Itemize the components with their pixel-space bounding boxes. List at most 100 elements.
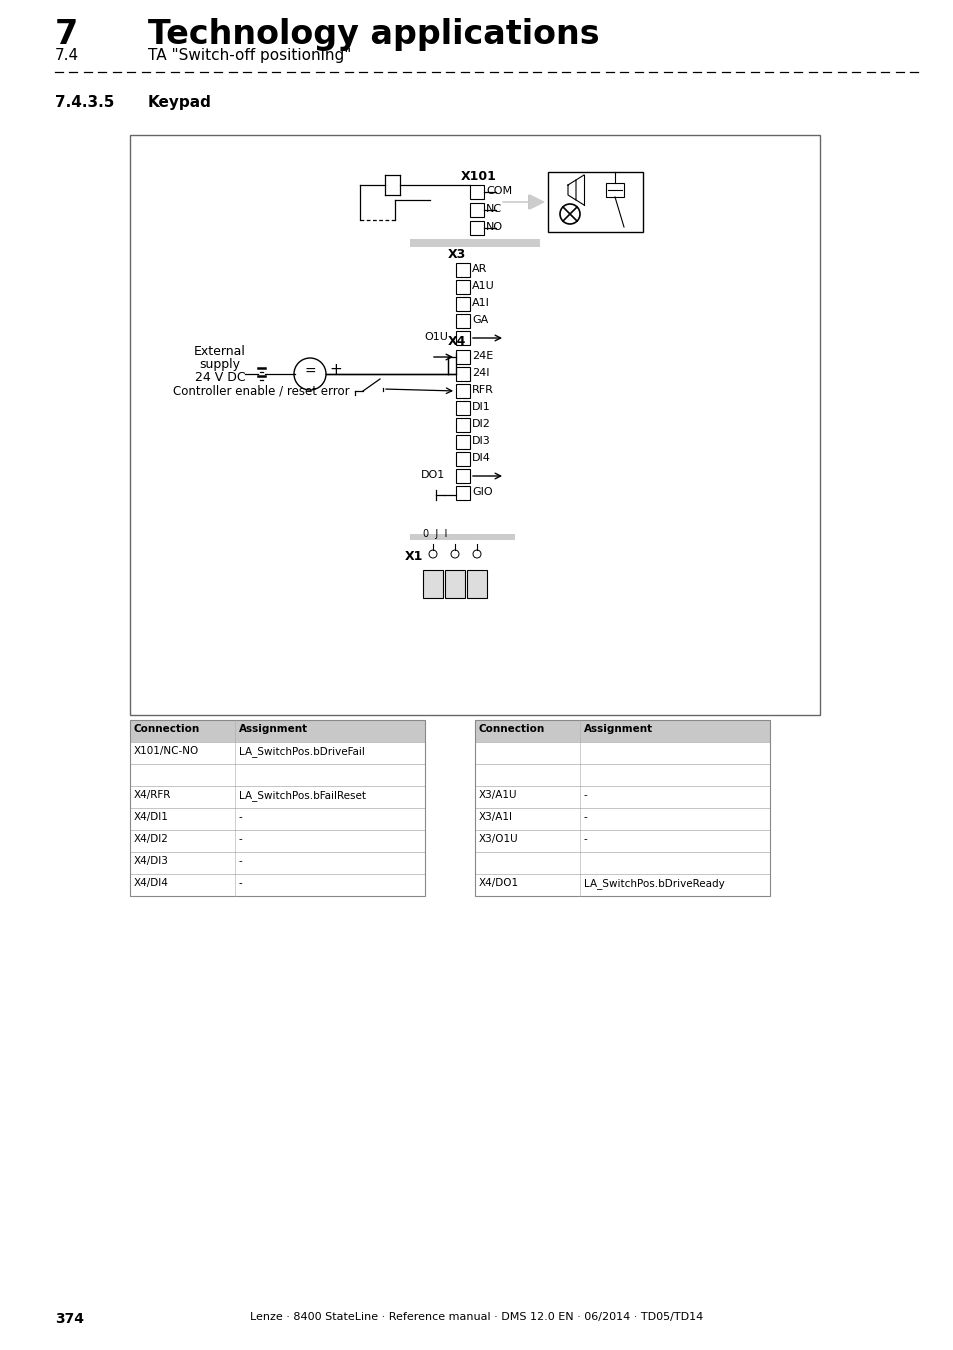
- Bar: [475, 720, 769, 743]
- Text: X4/DI3: X4/DI3: [133, 856, 169, 865]
- Text: -: -: [583, 790, 587, 801]
- Text: LA_SwitchPos.bDriveFail: LA_SwitchPos.bDriveFail: [239, 747, 364, 757]
- Bar: [456, 401, 470, 414]
- Text: NO: NO: [485, 221, 502, 232]
- Bar: [410, 535, 515, 540]
- Bar: [410, 239, 539, 247]
- Bar: [467, 570, 486, 598]
- Bar: [475, 852, 769, 873]
- Bar: [456, 367, 470, 381]
- Text: 7: 7: [55, 18, 78, 51]
- Bar: [605, 184, 623, 197]
- Bar: [456, 263, 470, 277]
- Text: GA: GA: [472, 315, 488, 325]
- Text: DI1: DI1: [472, 402, 490, 412]
- Bar: [130, 830, 424, 852]
- Text: GIO: GIO: [472, 487, 492, 497]
- Text: -: -: [239, 834, 242, 844]
- Text: RFR: RFR: [472, 385, 494, 396]
- Bar: [475, 809, 769, 830]
- Text: Assignment: Assignment: [239, 724, 308, 734]
- Bar: [475, 786, 769, 809]
- Text: Assignment: Assignment: [583, 724, 653, 734]
- Bar: [456, 331, 470, 346]
- Text: Connection: Connection: [478, 724, 545, 734]
- Text: X3/A1U: X3/A1U: [478, 790, 517, 801]
- Text: -: -: [583, 834, 587, 844]
- Bar: [130, 873, 424, 896]
- Text: +: +: [329, 362, 341, 377]
- Text: DI2: DI2: [472, 418, 491, 429]
- Bar: [130, 852, 424, 873]
- Bar: [475, 830, 769, 852]
- Bar: [475, 743, 769, 764]
- Bar: [475, 720, 769, 896]
- Bar: [456, 383, 470, 398]
- Text: X1: X1: [405, 549, 423, 563]
- Text: DI4: DI4: [472, 454, 491, 463]
- Text: -: -: [239, 856, 242, 865]
- Bar: [422, 570, 442, 598]
- Text: O1U: O1U: [423, 332, 447, 342]
- Text: Lenze · 8400 StateLine · Reference manual · DMS 12.0 EN · 06/2014 · TD05/TD14: Lenze · 8400 StateLine · Reference manua…: [250, 1312, 703, 1322]
- Text: A1I: A1I: [472, 298, 489, 308]
- Text: A1U: A1U: [472, 281, 495, 292]
- Bar: [130, 764, 424, 786]
- Text: COM: COM: [485, 186, 512, 196]
- Text: External: External: [193, 346, 246, 358]
- Bar: [130, 720, 424, 896]
- Text: AR: AR: [472, 265, 487, 274]
- Bar: [456, 435, 470, 450]
- Text: LA_SwitchPos.bDriveReady: LA_SwitchPos.bDriveReady: [583, 878, 724, 888]
- Text: 24I: 24I: [472, 369, 489, 378]
- Text: Connection: Connection: [133, 724, 200, 734]
- Text: 0  J  I: 0 J I: [422, 529, 447, 539]
- Bar: [470, 185, 483, 198]
- FancyArrowPatch shape: [502, 194, 542, 209]
- Bar: [130, 135, 820, 716]
- Text: 24 V DC: 24 V DC: [194, 371, 245, 383]
- Text: Keypad: Keypad: [148, 95, 212, 109]
- Text: -: -: [239, 878, 242, 888]
- Text: -: -: [239, 811, 242, 822]
- Text: 7.4.3.5: 7.4.3.5: [55, 95, 114, 109]
- Text: Technology applications: Technology applications: [148, 18, 599, 51]
- Bar: [456, 452, 470, 466]
- Bar: [456, 486, 470, 500]
- Text: LA_SwitchPos.bFailReset: LA_SwitchPos.bFailReset: [239, 790, 366, 801]
- Bar: [456, 418, 470, 432]
- Text: 374: 374: [55, 1312, 84, 1326]
- Text: X3/O1U: X3/O1U: [478, 834, 518, 844]
- Bar: [547, 171, 642, 232]
- Text: X101/NC-NO: X101/NC-NO: [133, 747, 199, 756]
- Bar: [470, 202, 483, 217]
- Bar: [456, 279, 470, 294]
- Text: NC: NC: [485, 204, 501, 215]
- Text: DI3: DI3: [472, 436, 490, 446]
- Bar: [130, 809, 424, 830]
- Text: DO1: DO1: [420, 470, 445, 481]
- Text: X4/RFR: X4/RFR: [133, 790, 172, 801]
- Bar: [456, 297, 470, 310]
- Text: X4/DI4: X4/DI4: [133, 878, 169, 888]
- Text: Controller enable / reset error: Controller enable / reset error: [172, 385, 349, 398]
- Bar: [475, 873, 769, 896]
- Text: =: =: [304, 364, 315, 379]
- Bar: [456, 468, 470, 483]
- Text: -: -: [583, 811, 587, 822]
- Text: supply: supply: [199, 358, 240, 371]
- Text: X4: X4: [448, 335, 466, 348]
- Text: X101: X101: [460, 170, 497, 184]
- Bar: [475, 764, 769, 786]
- Bar: [456, 350, 470, 365]
- Text: X4/DI1: X4/DI1: [133, 811, 169, 822]
- Bar: [130, 743, 424, 764]
- Bar: [444, 570, 464, 598]
- Text: X3: X3: [448, 248, 466, 261]
- Bar: [130, 786, 424, 809]
- Text: X4/DI2: X4/DI2: [133, 834, 169, 844]
- Text: 7.4: 7.4: [55, 49, 79, 63]
- Bar: [470, 221, 483, 235]
- Text: TA "Switch-off positioning": TA "Switch-off positioning": [148, 49, 351, 63]
- Text: X4/DO1: X4/DO1: [478, 878, 518, 888]
